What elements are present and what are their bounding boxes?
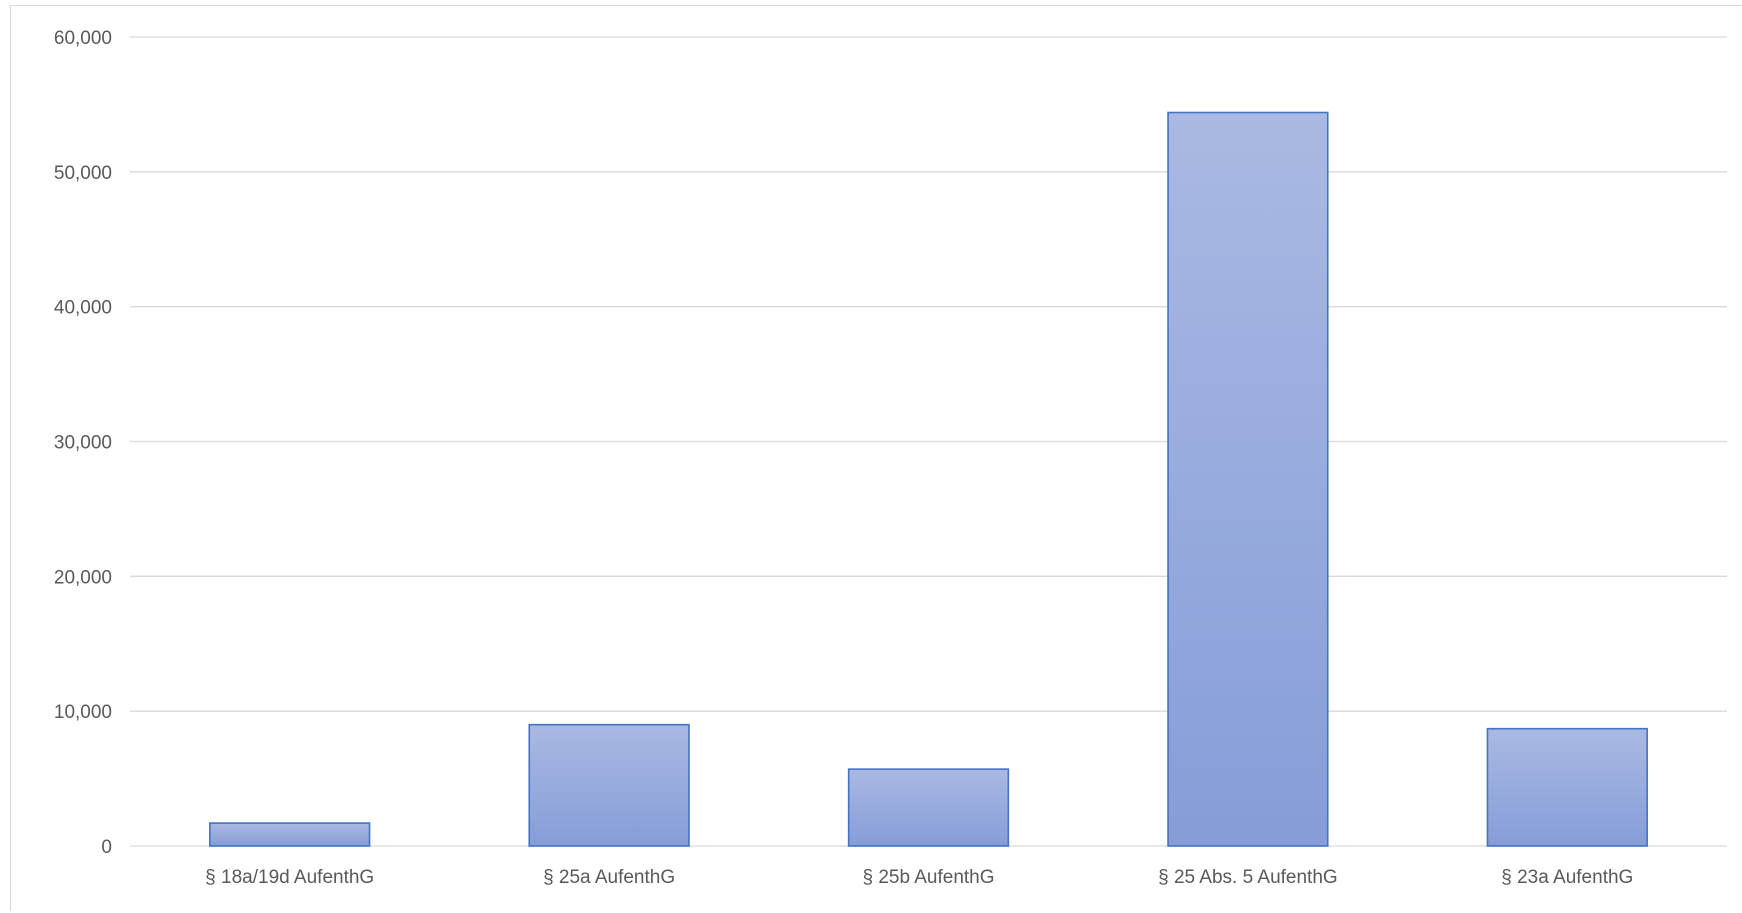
y-tick-label: 30,000: [54, 433, 112, 454]
chart-frame: [10, 5, 1742, 911]
y-tick-label: 0: [101, 837, 112, 858]
y-tick-label: 50,000: [54, 163, 112, 184]
x-category-label: § 25 Abs. 5 AufenthG: [1158, 867, 1338, 888]
bar: [209, 822, 371, 847]
x-category-label: § 18a/19d AufenthG: [205, 867, 374, 888]
bar: [847, 768, 1010, 847]
bars: [209, 111, 1648, 847]
y-tick-label: 10,000: [54, 702, 112, 723]
bar: [528, 723, 690, 847]
bar: [1486, 727, 1648, 847]
y-tick-label: 20,000: [54, 567, 112, 588]
y-axis-tick-labels: 0 10,000 20,000 30,000 40,000 50,000 60,000: [54, 28, 112, 858]
x-category-label: § 25a AufenthG: [543, 867, 675, 888]
x-category-label: § 25b AufenthG: [862, 867, 994, 888]
x-category-label: § 23a AufenthG: [1501, 867, 1633, 888]
y-tick-label: 40,000: [54, 298, 112, 319]
bar: [1167, 111, 1329, 847]
y-tick-label: 60,000: [54, 28, 112, 49]
gridlines: [130, 36, 1727, 847]
x-axis-category-labels: § 18a/19d AufenthG § 25a AufenthG § 25b Au…: [205, 867, 1633, 888]
